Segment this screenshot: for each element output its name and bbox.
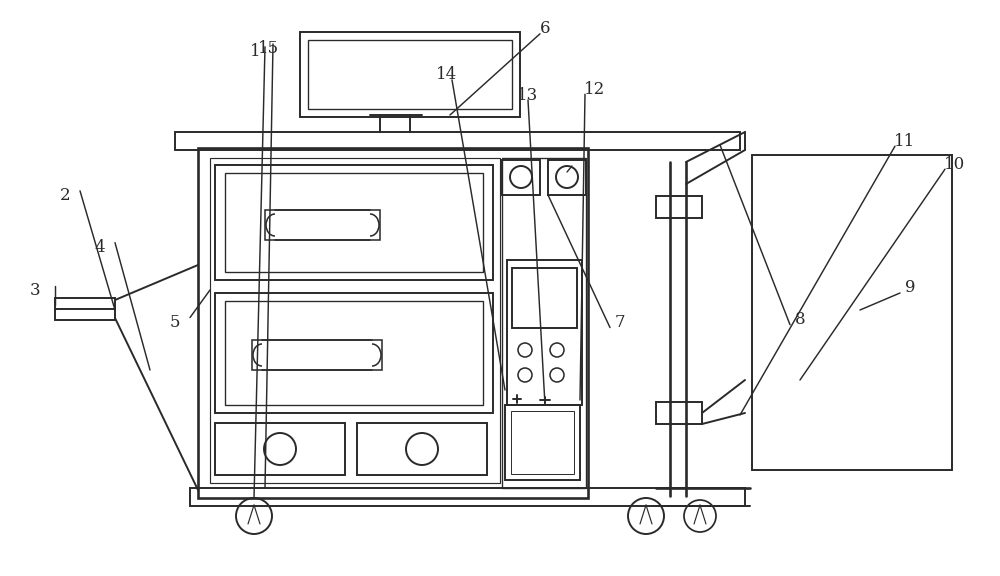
Text: 12: 12 <box>584 81 606 98</box>
Bar <box>511 411 574 474</box>
Bar <box>502 160 540 195</box>
Bar <box>502 158 586 488</box>
Bar <box>300 32 520 117</box>
Bar <box>215 165 493 280</box>
Text: 4: 4 <box>95 239 105 256</box>
Bar <box>225 173 483 272</box>
Bar <box>215 293 493 413</box>
Bar <box>308 40 512 109</box>
Text: 3: 3 <box>30 282 40 300</box>
Bar <box>190 488 745 506</box>
Bar <box>198 148 588 498</box>
Bar <box>225 301 483 405</box>
Text: 1: 1 <box>250 43 260 60</box>
Text: 7: 7 <box>615 314 625 331</box>
Bar <box>210 158 500 483</box>
Bar <box>656 196 702 218</box>
Bar <box>548 160 586 195</box>
Bar <box>215 423 345 475</box>
Bar <box>265 210 380 240</box>
Bar <box>252 340 382 370</box>
Text: 8: 8 <box>795 311 805 328</box>
Text: 11: 11 <box>894 132 916 150</box>
Text: 5: 5 <box>170 314 180 331</box>
Bar <box>752 155 952 470</box>
Bar <box>175 132 740 150</box>
Bar <box>55 298 115 320</box>
Text: 15: 15 <box>257 40 279 58</box>
Bar <box>357 423 487 475</box>
Bar <box>505 405 580 480</box>
Text: 13: 13 <box>517 86 539 104</box>
Bar <box>507 260 582 405</box>
Text: 9: 9 <box>905 279 915 297</box>
Bar <box>512 268 577 328</box>
Text: 2: 2 <box>60 187 70 204</box>
Text: 14: 14 <box>436 66 458 84</box>
Bar <box>656 402 702 424</box>
Text: 6: 6 <box>540 20 550 37</box>
Text: 10: 10 <box>944 156 966 173</box>
